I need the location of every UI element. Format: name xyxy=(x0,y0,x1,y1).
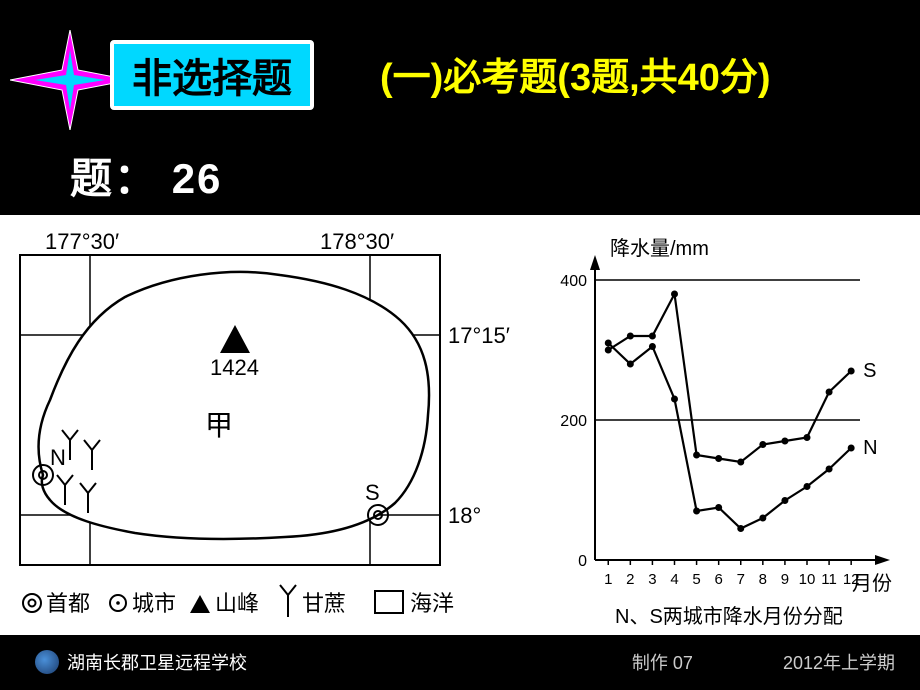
x-tick-label: 6 xyxy=(714,571,722,588)
legend-sugarcane-label: 甘蔗 xyxy=(302,591,346,616)
series-point-n xyxy=(671,396,678,403)
series-point-n xyxy=(781,497,788,504)
series-point-s xyxy=(715,455,722,462)
y-axis-arrow xyxy=(590,255,600,270)
series-point-n xyxy=(649,343,656,350)
peak-label: 1424 xyxy=(210,355,259,380)
series-point-n xyxy=(737,525,744,532)
footer-right: 制作 07 2012年上学期 xyxy=(632,649,895,675)
legend-capital-label: 首都 xyxy=(46,591,90,616)
lat-bottom-label: 18° xyxy=(448,503,481,528)
y-axis-title: 降水量/mm xyxy=(610,237,709,260)
legend-peak-label: 山峰 xyxy=(215,591,259,616)
slide-header: 非选择题 (一)必考题(3题,共40分) xyxy=(0,40,920,110)
series-label-n: N xyxy=(863,437,877,459)
series-point-n xyxy=(759,515,766,522)
series-point-n xyxy=(826,466,833,473)
x-tick-label: 12 xyxy=(843,571,860,588)
series-point-s xyxy=(671,291,678,298)
footer-producer: 制作 07 xyxy=(632,649,693,675)
chart-caption: N、S两城市降水月份分配 xyxy=(615,605,843,628)
question-label: 题： 26 xyxy=(70,145,222,206)
series-point-n xyxy=(715,504,722,511)
series-point-n xyxy=(848,445,855,452)
series-point-s xyxy=(759,441,766,448)
x-tick-label: 1 xyxy=(604,571,612,588)
legend-ocean-label: 海洋 xyxy=(410,591,454,616)
island-label: 甲 xyxy=(205,410,233,441)
series-point-s xyxy=(781,438,788,445)
series-point-s xyxy=(848,368,855,375)
series-label-s: S xyxy=(863,360,876,382)
precipitation-chart: 降水量/mm 月份 0200400 123456789101112 SN N、S… xyxy=(540,225,910,630)
city-n-label: N xyxy=(50,445,66,470)
lat-top-label: 17°15′ xyxy=(448,323,510,348)
figure-panel: 177°30′ 178°30′ 17°15′ 18° 1424 甲 N S xyxy=(0,215,920,635)
lon-left-label: 177°30′ xyxy=(45,229,119,254)
question-prefix: 题： xyxy=(70,155,158,202)
x-tick-label: 4 xyxy=(670,571,678,588)
series-line-n xyxy=(608,343,851,529)
footer-school: 湖南长郡卫星远程学校 xyxy=(67,649,247,675)
series-point-s xyxy=(804,434,811,441)
series-point-s xyxy=(826,389,833,396)
legend-city-label: 城市 xyxy=(132,591,176,616)
question-number: 26 xyxy=(172,155,223,202)
footer-logo: 湖南长郡卫星远程学校 xyxy=(35,649,247,675)
series-point-n xyxy=(693,508,700,515)
y-tick-label: 200 xyxy=(560,413,587,430)
slide-footer: 湖南长郡卫星远程学校 制作 07 2012年上学期 xyxy=(35,642,895,682)
map-legend: 首都 城市 山峰 甘蔗 海洋 xyxy=(23,585,454,617)
x-tick-label: 5 xyxy=(692,571,700,588)
y-tick-label: 400 xyxy=(560,273,587,290)
lon-right-label: 178°30′ xyxy=(320,229,394,254)
satellite-icon xyxy=(35,650,59,674)
map-figure: 177°30′ 178°30′ 17°15′ 18° 1424 甲 N S xyxy=(10,225,520,630)
x-tick-label: 3 xyxy=(648,571,656,588)
series-point-s xyxy=(693,452,700,459)
series-point-n xyxy=(605,340,612,347)
x-tick-label: 8 xyxy=(759,571,767,588)
series-point-s xyxy=(649,333,656,340)
series-point-s xyxy=(605,347,612,354)
series-point-n xyxy=(804,483,811,490)
city-s-label: S xyxy=(365,480,380,505)
x-axis-arrow xyxy=(875,555,890,565)
series-point-n xyxy=(627,361,634,368)
y-tick-label: 0 xyxy=(578,553,587,570)
footer-term: 2012年上学期 xyxy=(783,649,895,675)
x-tick-label: 2 xyxy=(626,571,634,588)
series-line-s xyxy=(608,294,851,462)
series-point-s xyxy=(627,333,634,340)
x-tick-label: 7 xyxy=(737,571,745,588)
x-tick-label: 9 xyxy=(781,571,789,588)
x-tick-label: 11 xyxy=(821,571,837,588)
x-tick-label: 10 xyxy=(799,571,816,588)
series-point-s xyxy=(737,459,744,466)
section-badge: 非选择题 xyxy=(110,40,314,110)
section-subtitle: (一)必考题(3题,共40分) xyxy=(380,46,771,101)
